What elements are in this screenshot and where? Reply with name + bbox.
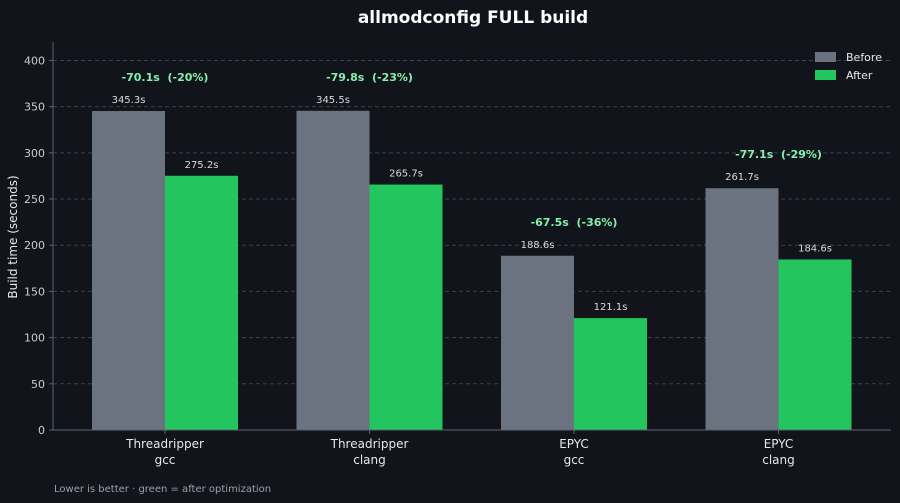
bar-before-1 <box>296 110 370 431</box>
bar-after-2 <box>574 318 647 430</box>
chart-title: allmodconfig FULL build <box>358 8 588 28</box>
bar-value-label: 184.6s <box>798 243 832 254</box>
bar-after-1 <box>369 184 443 430</box>
value-labels: 345.3s 275.2s 345.5s 265.7s 188.6s 121.1s 261.… <box>112 95 832 313</box>
x-tick-label: gcc <box>564 453 585 467</box>
bar-value-label: 345.5s <box>316 95 350 106</box>
bar-after-3 <box>778 259 852 430</box>
chart-footer: Lower is better · green = after optimiza… <box>54 484 271 495</box>
legend-label-after: After <box>846 69 873 82</box>
delta-annotation: -67.5s (-36%) <box>531 216 618 229</box>
bar-before-3 <box>705 188 779 430</box>
y-axis-ticks: 0 50 100 150 200 250 300 350 400 <box>24 54 53 437</box>
delta-annotations: -70.1s (-20%) -79.8s (-23%) -67.5s (-36%) -… <box>122 71 822 229</box>
y-tick-label: 250 <box>24 193 45 206</box>
x-tick-label: clang <box>353 453 386 467</box>
category-labels: Threadripper gcc Threadripper clang EPYC gcc E… <box>125 430 795 467</box>
bar-after-0 <box>165 175 238 430</box>
y-axis-label: Build time (seconds) <box>6 175 20 298</box>
legend-label-before: Before <box>846 51 882 64</box>
legend: Before After <box>815 51 882 82</box>
bar-value-label: 275.2s <box>185 160 219 171</box>
x-tick-label: Threadripper <box>125 437 204 451</box>
x-tick-label: EPYC <box>559 437 589 451</box>
x-tick-label: clang <box>762 453 795 467</box>
x-tick-label: gcc <box>155 453 176 467</box>
y-tick-label: 0 <box>38 424 45 437</box>
y-tick-label: 400 <box>24 54 45 67</box>
delta-annotation: -79.8s (-23%) <box>326 71 413 84</box>
bar-value-label: 121.1s <box>594 302 628 313</box>
y-tick-label: 100 <box>24 332 45 345</box>
delta-annotation: -77.1s (-29%) <box>735 148 822 161</box>
y-tick-label: 50 <box>31 378 45 391</box>
bar-before-0 <box>92 111 165 430</box>
bars <box>92 110 852 431</box>
x-tick-label: Threadripper <box>330 437 409 451</box>
bar-value-label: 188.6s <box>521 240 555 251</box>
y-tick-label: 300 <box>24 147 45 160</box>
y-tick-label: 150 <box>24 285 45 298</box>
bar-value-label: 345.3s <box>112 95 146 106</box>
y-tick-label: 200 <box>24 239 45 252</box>
legend-swatch-before <box>815 52 836 62</box>
y-tick-label: 350 <box>24 101 45 114</box>
bar-before-2 <box>501 255 574 430</box>
bar-value-label: 261.7s <box>725 172 759 183</box>
x-tick-label: EPYC <box>764 437 794 451</box>
legend-swatch-after <box>815 70 836 80</box>
delta-annotation: -70.1s (-20%) <box>122 71 209 84</box>
bar-value-label: 265.7s <box>389 169 423 180</box>
